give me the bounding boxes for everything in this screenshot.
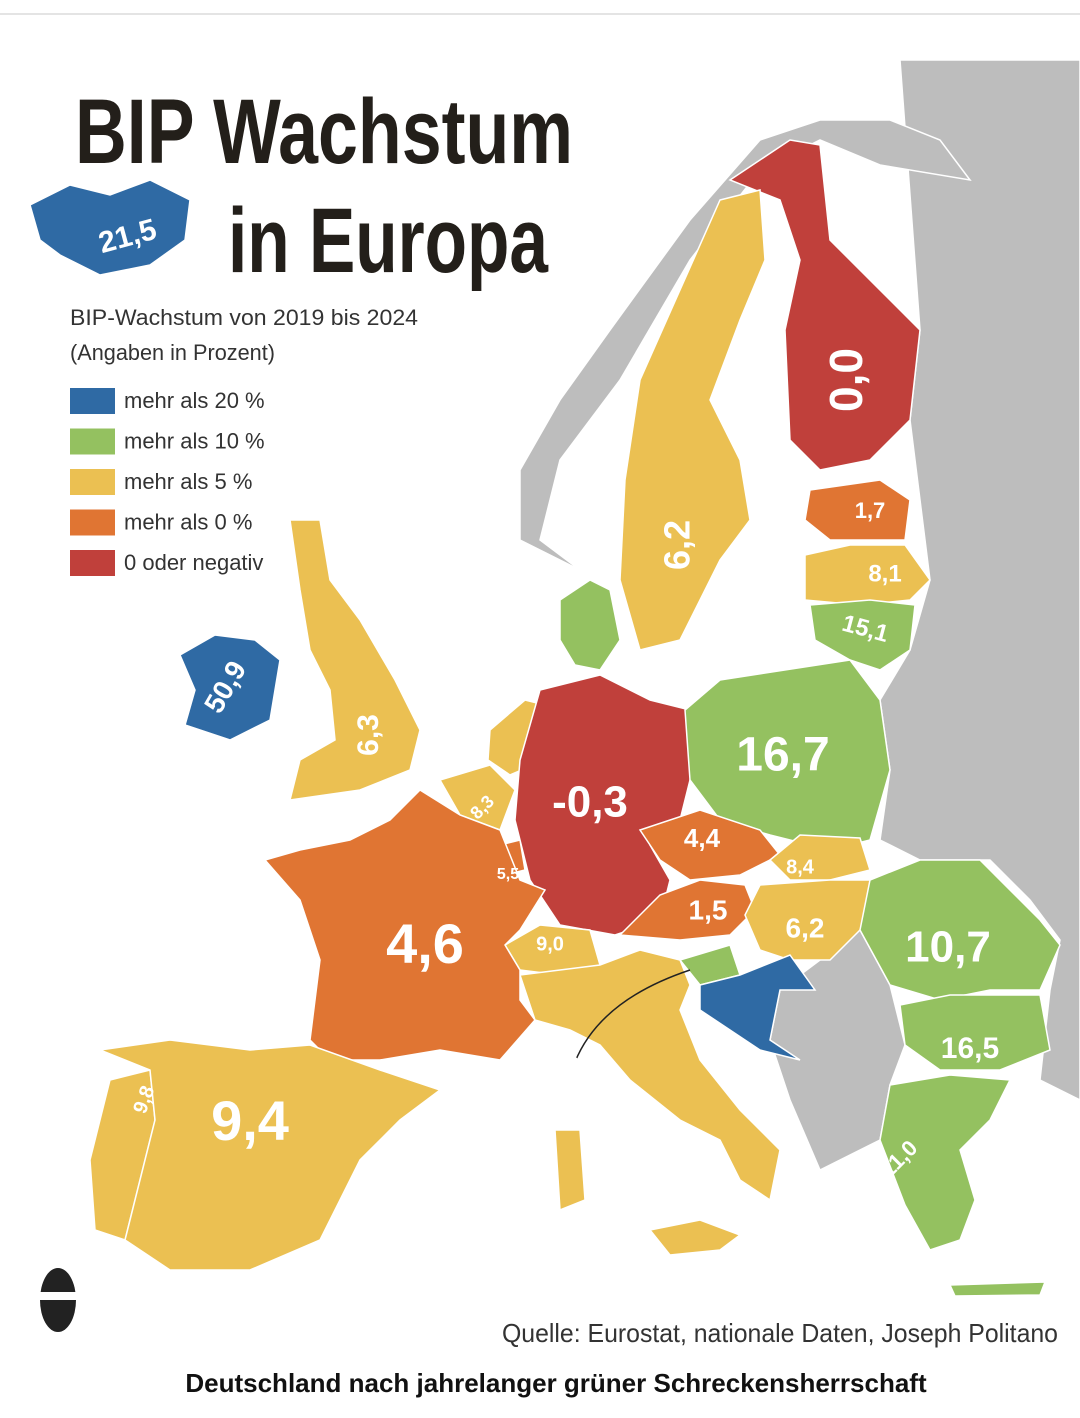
source: Quelle: Eurostat, nationale Daten, Josep… xyxy=(502,1318,1058,1348)
region xyxy=(648,1219,742,1256)
region xyxy=(699,954,817,1061)
region xyxy=(289,519,421,801)
region-label: 8,4 xyxy=(786,856,815,878)
region-label: 10,9 xyxy=(513,605,543,656)
caption: Deutschland nach jahrelanger grüner Schr… xyxy=(185,1368,927,1398)
region-label: 1,7 xyxy=(855,498,886,523)
legend-label: mehr als 10 % xyxy=(124,428,265,453)
region xyxy=(263,789,547,1061)
region-label: 10,6 xyxy=(539,1055,581,1083)
region xyxy=(879,1074,1012,1251)
region xyxy=(618,879,756,941)
region-label: 16,5 xyxy=(941,1032,999,1065)
region xyxy=(638,809,782,881)
legend-label: mehr als 5 % xyxy=(124,469,252,494)
land xyxy=(519,119,972,571)
land xyxy=(879,59,1080,1101)
region xyxy=(684,659,891,851)
region-label: 9,4 xyxy=(211,1089,289,1152)
region-label: 0,0 xyxy=(820,348,872,412)
region xyxy=(438,764,516,831)
legend-swatch xyxy=(70,428,115,455)
region-label: 8,1 xyxy=(868,560,901,587)
region-label: 16,7 xyxy=(736,729,829,782)
legend-label: mehr als 20 % xyxy=(124,388,265,413)
region xyxy=(554,1129,586,1212)
region xyxy=(948,1281,1047,1297)
subtitle: (Angaben in Prozent) xyxy=(70,340,275,365)
region xyxy=(804,544,931,606)
region xyxy=(728,139,921,471)
region xyxy=(859,859,1061,1001)
legend-label: 0 oder negativ xyxy=(124,550,263,575)
region xyxy=(97,1039,442,1271)
legend-swatch xyxy=(70,469,115,495)
region xyxy=(514,674,696,936)
region-label: 6,3 xyxy=(352,714,385,756)
region-label: 9,0 xyxy=(536,933,564,955)
legend-swatch xyxy=(70,509,115,536)
region xyxy=(559,579,621,671)
region-label: 6,2 xyxy=(786,912,825,943)
region xyxy=(768,834,871,881)
region-label: 5,5 xyxy=(497,866,519,883)
title: BIP Wachstum xyxy=(75,81,573,183)
region xyxy=(809,599,916,671)
region xyxy=(29,179,191,276)
region-label: 4,4 xyxy=(684,823,721,853)
region-label: 4,6 xyxy=(386,912,464,975)
title: in Europa xyxy=(228,190,549,292)
region-label: 1,5 xyxy=(689,894,728,925)
region xyxy=(899,994,1051,1071)
subtitle: BIP-Wachstum von 2019 bis 2024 xyxy=(70,305,418,330)
legend-swatch xyxy=(70,550,115,576)
region-label: 5,9 xyxy=(632,1159,697,1216)
region-label: 10,7 xyxy=(905,923,991,972)
region-label: -0,3 xyxy=(552,778,628,827)
logo xyxy=(40,1268,76,1332)
legend-label: mehr als 0 % xyxy=(124,509,252,534)
region-label: 6,2 xyxy=(657,520,698,570)
legend-swatch xyxy=(70,388,115,414)
region xyxy=(804,479,911,541)
region xyxy=(518,949,781,1202)
leader-line xyxy=(574,969,691,1063)
region xyxy=(619,189,766,651)
region xyxy=(179,634,281,741)
